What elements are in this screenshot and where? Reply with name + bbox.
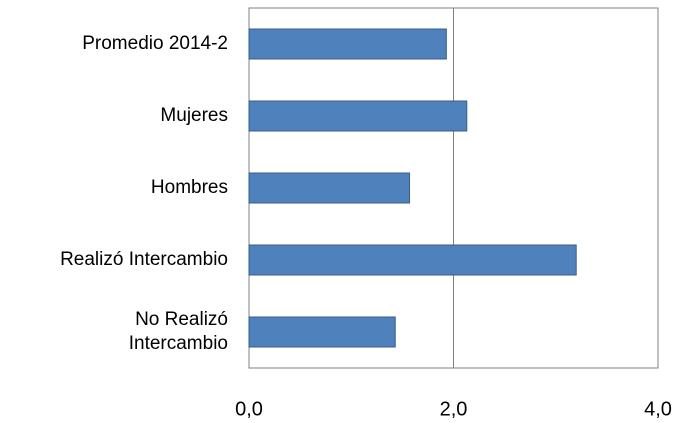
y-tick-label: Promedio 2014-2 xyxy=(82,33,228,54)
x-tick-label: 0,0 xyxy=(235,398,263,420)
bar xyxy=(248,172,411,204)
x-tick-label: 4,0 xyxy=(644,398,672,420)
y-tick-label: Realizó Intercambio xyxy=(60,249,228,270)
bar xyxy=(248,244,577,276)
bar xyxy=(248,28,447,60)
bar xyxy=(248,100,468,132)
bar xyxy=(248,316,396,348)
y-tick-label: No Realizó Intercambio xyxy=(128,309,228,354)
y-tick-label: Hombres xyxy=(150,177,228,198)
y-tick-label: Mujeres xyxy=(160,105,228,126)
x-tick-label: 2,0 xyxy=(440,398,468,420)
